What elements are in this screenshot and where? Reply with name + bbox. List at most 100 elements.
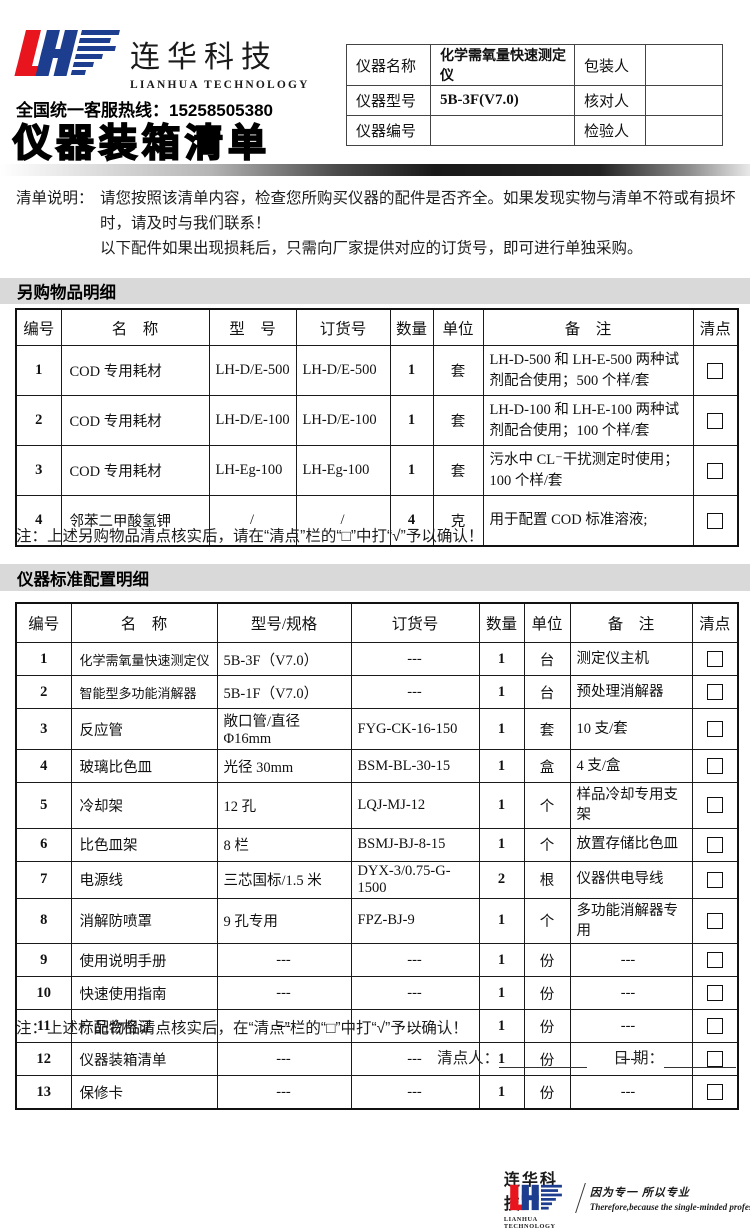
item-remark: 测定仪主机	[569, 642, 693, 676]
item-no: 9	[15, 943, 72, 978]
section-title-standard-config: 仪器标准配置明细	[0, 564, 750, 591]
check-checkbox[interactable]	[706, 651, 723, 667]
item-remark: 4 支/盒	[569, 749, 693, 783]
table-row: 6 比色皿架 8 栏 BSMJ-BJ-8-15 1 个 放置存储比色皿	[15, 827, 739, 862]
table-row: 9 使用说明手册 --- --- 1 份 ---	[15, 943, 739, 978]
info-label: 核对人	[574, 85, 646, 116]
item-unit: 个	[523, 827, 571, 862]
item-order-no: BSM-BL-30-15	[350, 749, 480, 783]
check-checkbox[interactable]	[706, 912, 723, 929]
check-checkbox[interactable]	[706, 985, 723, 1002]
lianhua-logo-icon	[508, 1184, 562, 1211]
item-qty: 1	[478, 1042, 525, 1077]
item-qty: 1	[478, 749, 525, 783]
item-unit: 套	[432, 445, 484, 496]
check-checkbox[interactable]	[706, 1084, 723, 1101]
table-row: 2 智能型多功能消解器 5B-1F（V7.0） --- 1 台 预处理消解器	[15, 675, 739, 709]
item-order-no: ---	[350, 1042, 480, 1077]
instrument-info-table: 仪器名称 化学需氧量快速测定仪 包装人 仪器型号 5B-3F(V7.0) 核对人…	[346, 44, 723, 146]
packer-field[interactable]	[645, 44, 723, 86]
check-checkbox[interactable]	[707, 412, 724, 429]
item-name: 使用说明手册	[70, 943, 218, 978]
table-row: 5 冷却架 12 孔 LQJ-MJ-12 1 个 样品冷却专用支架	[15, 782, 739, 829]
item-no: 6	[15, 827, 72, 862]
item-qty: 1	[389, 345, 434, 396]
item-model: ---	[216, 976, 352, 1011]
info-label: 包装人	[574, 44, 646, 86]
info-row: 仪器名称 化学需氧量快速测定仪 包装人	[346, 44, 723, 86]
item-qty: 1	[478, 827, 525, 862]
item-order-no: ---	[350, 943, 480, 978]
item-unit: 份	[523, 1042, 571, 1077]
item-unit: 份	[523, 1009, 571, 1044]
checker-field[interactable]	[645, 85, 723, 116]
item-remark: ---	[569, 976, 693, 1011]
check-checkbox[interactable]	[706, 952, 723, 969]
check-checkbox[interactable]	[706, 721, 723, 737]
item-order-no: ---	[350, 642, 480, 676]
check-checkbox[interactable]	[706, 1051, 723, 1068]
list-notice: 清单说明： 请您按照该清单内容，检查您所购买仪器的配件是否齐全。如果发现实物与清…	[16, 186, 738, 261]
standard-config-table: 编号 名 称 型号/规格 订货号 数量 单位 备 注 清点 1 化学需氧量快速测…	[15, 602, 739, 1111]
service-hotline: 全国统一客服热线：15258505380	[16, 101, 274, 120]
info-label: 仪器名称	[346, 44, 431, 86]
table-header-row: 编号 名 称 型号/规格 订货号 数量 单位 备 注 清点	[15, 602, 739, 643]
check-checkbox[interactable]	[706, 758, 723, 774]
item-unit: 套	[432, 395, 484, 446]
check-checkbox[interactable]	[706, 836, 723, 853]
item-unit: 份	[523, 1075, 571, 1110]
check-checkbox[interactable]	[707, 362, 724, 379]
item-qty: 1	[478, 782, 525, 829]
col-qty: 数量	[389, 308, 434, 346]
item-order-no: ---	[350, 1075, 480, 1110]
inspector-field[interactable]	[645, 115, 723, 146]
item-qty: 1	[478, 976, 525, 1011]
item-model: LH-D/E-500	[208, 345, 297, 396]
col-check: 清点	[692, 308, 739, 346]
info-label: 仪器型号	[346, 85, 431, 116]
instrument-serial-field[interactable]	[430, 115, 575, 146]
item-qty: 1	[478, 897, 525, 945]
item-qty: 1	[478, 642, 525, 676]
item-name: 产品合格证	[70, 1009, 218, 1044]
footer-company-en: LIANHUA TECHNOLOGY	[503, 1216, 556, 1230]
item-no: 2	[15, 675, 72, 709]
counter-signature-line[interactable]	[499, 1052, 588, 1068]
footer-slash-divider	[575, 1183, 587, 1213]
item-name: 反应管	[70, 708, 218, 750]
item-name: COD 专用耗材	[60, 445, 210, 496]
check-checkbox[interactable]	[706, 1018, 723, 1035]
check-checkbox[interactable]	[706, 871, 723, 888]
col-no: 编号	[15, 602, 72, 643]
item-unit: 份	[523, 943, 571, 978]
item-remark: ---	[569, 943, 693, 978]
check-checkbox[interactable]	[706, 684, 723, 700]
item-name: 快速使用指南	[70, 976, 218, 1011]
col-remark: 备 注	[482, 308, 694, 346]
date-signature-line[interactable]	[664, 1052, 736, 1068]
item-order-no: LH-D/E-100	[295, 395, 391, 446]
item-unit: 根	[523, 860, 571, 899]
item-order-no: BSMJ-BJ-8-15	[350, 827, 480, 862]
item-no: 10	[15, 976, 72, 1011]
item-model: 敞口管/直径 Φ16mm	[216, 708, 352, 750]
table-row: 1 化学需氧量快速测定仪 5B-3F（V7.0） --- 1 台 测定仪主机	[15, 642, 739, 676]
item-model: 5B-1F（V7.0）	[216, 675, 352, 709]
col-no: 编号	[15, 308, 62, 346]
check-checkbox[interactable]	[706, 797, 723, 814]
item-remark: 多功能消解器专用	[569, 897, 693, 945]
item-name: 玻璃比色皿	[70, 749, 218, 783]
check-checkbox[interactable]	[707, 462, 724, 479]
item-remark: 放置存储比色皿	[569, 827, 693, 862]
info-row: 仪器编号 检验人	[346, 115, 723, 146]
table-row: 7 电源线 三芯国标/1.5 米 DYX-3/0.75-G-1500 2 根 仪…	[15, 860, 739, 899]
info-label: 仪器编号	[346, 115, 431, 146]
item-model: 三芯国标/1.5 米	[216, 860, 352, 899]
check-checkbox[interactable]	[707, 512, 724, 529]
item-name: 比色皿架	[70, 827, 218, 862]
lianhua-logo-icon	[10, 30, 122, 78]
table-row: 3 反应管 敞口管/直径 Φ16mm FYG-CK-16-150 1 套 10 …	[15, 708, 739, 750]
item-no: 3	[15, 708, 72, 750]
item-model: ---	[216, 1009, 352, 1044]
